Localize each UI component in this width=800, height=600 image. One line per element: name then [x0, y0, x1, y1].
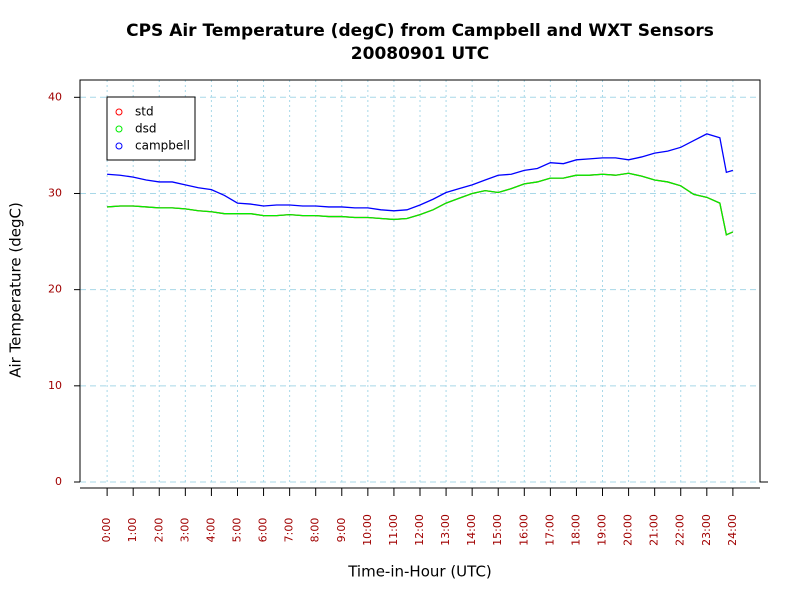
x-tick-label: 18:00	[569, 514, 582, 546]
x-axis-label: Time-in-Hour (UTC)	[347, 563, 492, 581]
legend-marker	[115, 142, 123, 150]
y-tick-label: 10	[48, 379, 62, 392]
legend-marker	[115, 108, 123, 116]
y-tick-label: 20	[48, 283, 62, 296]
data-line	[107, 133, 734, 212]
y-tick-label: 30	[48, 186, 62, 199]
chart-subtitle: 20080901 UTC	[351, 44, 489, 64]
legend-label: std	[135, 105, 154, 119]
x-tick-label: 23:00	[700, 514, 713, 546]
x-tick-label: 16:00	[517, 514, 530, 546]
y-axis-label: Air Temperature (degC)	[7, 202, 25, 378]
x-tick-label: 9:00	[335, 518, 348, 543]
x-tick-label: 6:00	[257, 518, 270, 543]
x-tick-label: 15:00	[491, 514, 504, 546]
x-tick-label: 11:00	[387, 514, 400, 546]
data-line	[107, 172, 734, 236]
x-tick-label: 3:00	[178, 518, 191, 543]
legend-marker	[115, 125, 123, 133]
x-tick-label: 7:00	[283, 518, 296, 543]
x-tick-label: 5:00	[230, 518, 243, 543]
x-tick-label: 1:00	[126, 518, 139, 543]
legend-label: campbell	[135, 139, 190, 153]
x-tick-label: 20:00	[622, 514, 635, 546]
x-tick-label: 12:00	[413, 514, 426, 546]
y-tick-label: 40	[48, 90, 62, 103]
x-tick-label: 24:00	[726, 514, 739, 546]
x-tick-label: 22:00	[674, 514, 687, 546]
x-tick-label: 21:00	[648, 514, 661, 546]
x-tick-label: 10:00	[361, 514, 374, 546]
x-tick-label: 4:00	[204, 518, 217, 543]
plot-frame	[79, 79, 768, 483]
legend-label: dsd	[135, 122, 157, 136]
x-tick-label: 14:00	[465, 514, 478, 546]
x-tick-label: 2:00	[152, 518, 165, 543]
x-tick-label: 13:00	[439, 514, 452, 546]
x-tick-label: 0:00	[100, 518, 113, 543]
chart-title: CPS Air Temperature (degC) from Campbell…	[126, 21, 714, 41]
x-tick-label: 19:00	[596, 514, 609, 546]
x-tick-label: 8:00	[309, 518, 322, 543]
x-tick-label: 17:00	[543, 514, 556, 546]
y-tick-label: 0	[55, 475, 62, 488]
